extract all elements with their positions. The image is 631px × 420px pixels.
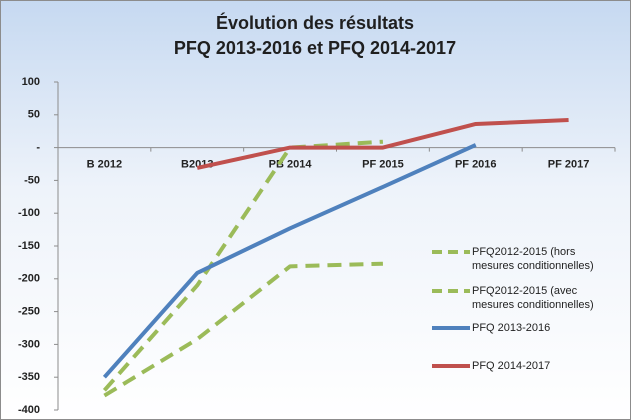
legend-label: PFQ 2014-2017: [472, 360, 551, 372]
y-tick-label: -350: [18, 371, 40, 383]
x-tick-label: B 2012: [87, 159, 122, 171]
y-tick-label: -150: [18, 240, 40, 252]
legend-label: PFQ2012-2015 (avec mesures conditionnell…: [472, 285, 594, 311]
chart-title: Évolution des résultats: [216, 12, 414, 33]
x-tick-label: PF 2016: [455, 159, 497, 171]
y-tick-label: -400: [18, 404, 40, 416]
y-tick-label: 50: [28, 109, 40, 121]
y-tick-label: -250: [18, 306, 40, 318]
chart-subtitle: PFQ 2013-2016 et PFQ 2014-2017: [174, 38, 456, 58]
series-line: [103, 261, 383, 398]
x-tick-label: PB 2014: [269, 159, 313, 171]
series-line: [196, 118, 569, 170]
y-tick-label: -200: [18, 273, 40, 285]
series-line: [102, 143, 477, 379]
series-line: [102, 139, 384, 392]
x-tick-label: PF 2017: [548, 159, 590, 171]
y-tick-label: -50: [24, 174, 40, 186]
y-tick-label: -100: [18, 207, 40, 219]
legend-label: PFQ2012-2015 (hors mesures conditionnell…: [472, 246, 594, 272]
legend-label: PFQ 2013-2016: [472, 322, 551, 334]
x-tick-label: PF 2015: [362, 159, 404, 171]
y-tick-label: 100: [22, 76, 40, 88]
y-tick-label: -: [36, 142, 40, 154]
y-tick-label: -300: [18, 338, 40, 350]
